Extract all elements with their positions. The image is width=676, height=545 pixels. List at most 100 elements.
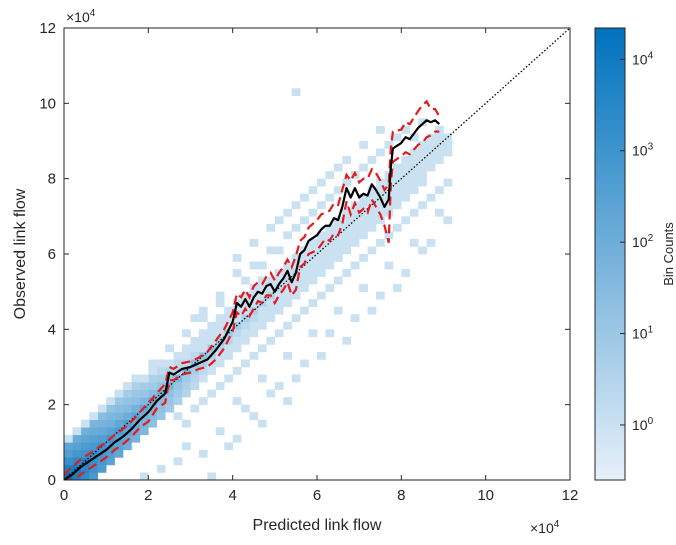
- histogram-bin: [148, 419, 158, 428]
- histogram-bin: [291, 291, 301, 300]
- histogram-bin: [392, 201, 402, 210]
- histogram-bin: [207, 321, 217, 330]
- histogram-bin: [300, 269, 309, 277]
- histogram-bin: [308, 261, 318, 270]
- histogram-bin: [182, 382, 191, 390]
- colorbar-tick-label: 104: [632, 50, 654, 67]
- histogram-bin: [435, 186, 444, 195]
- histogram-bin: [426, 193, 436, 202]
- histogram-bin: [190, 367, 200, 375]
- histogram-bin: [257, 261, 267, 270]
- histogram-bin: [274, 382, 284, 390]
- histogram-bin: [97, 412, 107, 421]
- histogram-bin: [64, 442, 73, 451]
- histogram-bin: [401, 125, 411, 134]
- histogram-bin: [418, 246, 427, 255]
- histogram-bin: [342, 208, 352, 217]
- histogram-bin: [224, 314, 233, 323]
- histogram-bin: [89, 427, 99, 436]
- histogram-bin: [291, 254, 301, 262]
- histogram-bin: [409, 171, 419, 179]
- x-tick-label: 12: [562, 487, 579, 504]
- histogram-bin: [283, 351, 292, 360]
- histogram-bin: [409, 133, 419, 142]
- histogram-bin: [139, 427, 149, 436]
- histogram-bin: [198, 397, 208, 405]
- histogram-bin: [257, 344, 267, 353]
- histogram-bin: [131, 404, 141, 413]
- histogram-bin: [283, 284, 292, 292]
- histogram-bin: [131, 397, 141, 405]
- x-tick-label: 0: [60, 487, 68, 504]
- histogram-bin: [435, 208, 444, 217]
- histogram-bin: [114, 389, 124, 398]
- histogram-bin: [215, 314, 225, 323]
- histogram-bin: [80, 464, 90, 473]
- histogram-bin: [97, 404, 107, 413]
- histogram-bin: [401, 216, 411, 225]
- histogram-bin: [249, 299, 259, 308]
- histogram-bin: [342, 231, 352, 240]
- histogram-bin: [114, 449, 124, 458]
- histogram-bin: [283, 299, 292, 308]
- histogram-bin: [224, 374, 233, 383]
- histogram-bin: [215, 299, 225, 308]
- histogram-bin: [274, 306, 284, 315]
- histogram-bin: [190, 382, 200, 390]
- histogram-bin: [266, 314, 276, 323]
- histogram-bin: [367, 246, 377, 255]
- x-tick-label: 2: [144, 487, 152, 504]
- histogram-bin: [401, 269, 411, 277]
- histogram-bin: [72, 449, 82, 458]
- histogram-bin: [291, 88, 301, 97]
- histogram-bin: [283, 276, 292, 285]
- histogram-bin: [300, 359, 309, 368]
- histogram-bin: [224, 321, 233, 330]
- histogram-bin: [401, 186, 411, 195]
- histogram-bin: [300, 276, 309, 285]
- histogram-bin: [249, 314, 259, 323]
- histogram-bin: [409, 186, 419, 195]
- histogram-bin: [232, 344, 242, 353]
- histogram-bin: [182, 374, 191, 383]
- histogram-bin: [367, 216, 377, 225]
- histogram-bin: [359, 231, 368, 240]
- histogram-bin: [283, 261, 292, 270]
- histogram-bin: [156, 359, 166, 368]
- histogram-bin: [190, 344, 200, 353]
- histogram-bin: [376, 238, 385, 247]
- histogram-bin: [291, 223, 301, 232]
- histogram-bin: [72, 464, 82, 473]
- histogram-bin: [215, 359, 225, 368]
- histogram-bin: [274, 276, 284, 285]
- histogram-bin: [359, 208, 368, 217]
- histogram-bin: [123, 397, 132, 405]
- histogram-bin: [257, 306, 267, 315]
- histogram-bin: [64, 464, 73, 473]
- histogram-bin: [392, 178, 402, 187]
- histogram-bin: [148, 412, 158, 421]
- histogram-bin: [401, 178, 411, 187]
- histogram-bin: [198, 306, 208, 315]
- histogram-bin: [333, 186, 343, 195]
- histogram-bin: [317, 351, 326, 360]
- histogram-bin: [426, 238, 436, 247]
- histogram-bin: [215, 329, 225, 338]
- histogram-bin: [367, 306, 377, 315]
- histogram-bin: [376, 186, 385, 195]
- histogram-bin: [215, 336, 225, 345]
- histogram-bin: [257, 284, 267, 292]
- histogram-bin: [342, 216, 352, 225]
- histogram-bin: [317, 231, 326, 240]
- histogram-bin: [123, 442, 132, 451]
- histogram-bin: [376, 216, 385, 225]
- histogram-bin: [308, 269, 318, 277]
- histogram-bin: [123, 427, 132, 436]
- histogram-bin: [300, 193, 309, 202]
- histogram-bin: [274, 329, 284, 338]
- histogram-bin: [182, 442, 191, 451]
- y-tick-label: 12: [39, 20, 56, 37]
- histogram-bin: [207, 344, 217, 353]
- histogram-bin: [342, 178, 352, 187]
- histogram-bin: [123, 412, 132, 421]
